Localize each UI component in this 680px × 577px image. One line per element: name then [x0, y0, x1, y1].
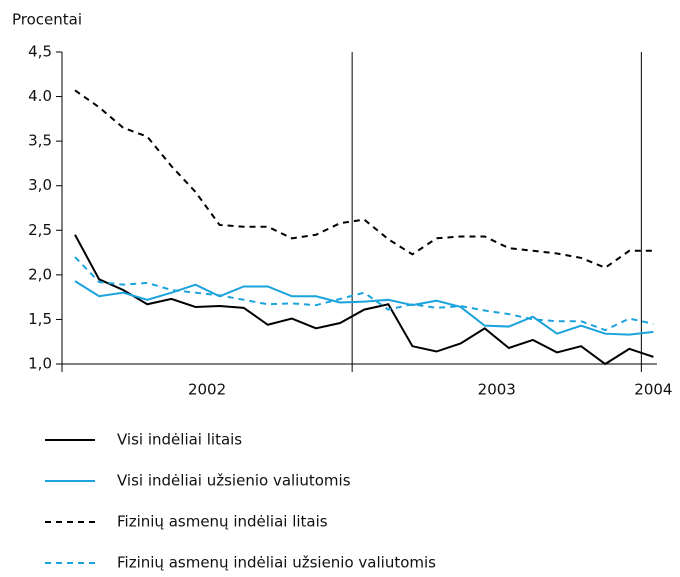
legend-label: Fizinių asmenų indėliai litais: [117, 513, 328, 531]
x-year-label: 2003: [478, 381, 516, 399]
y-tick-label: 2,5: [28, 221, 52, 239]
y-tick-label: 2,0: [28, 265, 52, 283]
series-line: [74, 280, 654, 336]
y-tick-label: 4.0: [28, 87, 52, 105]
series-line: [74, 234, 654, 366]
y-tick-label: 3,0: [28, 176, 52, 194]
y-tick-label: 1,5: [28, 310, 52, 328]
x-year-label: 2004: [634, 381, 672, 399]
series-line: [74, 256, 654, 332]
y-tick-label: 1,0: [28, 355, 52, 373]
y-tick-label: 3,5: [28, 132, 52, 150]
y-axis-label: Procentai: [12, 11, 82, 29]
legend-label: Fizinių asmenų indėliai užsienio valiuto…: [117, 554, 436, 572]
legend-label: Visi indėliai litais: [117, 431, 242, 449]
legend-label: Visi indėliai užsienio valiutomis: [117, 472, 351, 490]
series-line: [74, 89, 654, 269]
y-tick-label: 4,5: [28, 43, 52, 61]
x-year-label: 2002: [188, 381, 226, 399]
